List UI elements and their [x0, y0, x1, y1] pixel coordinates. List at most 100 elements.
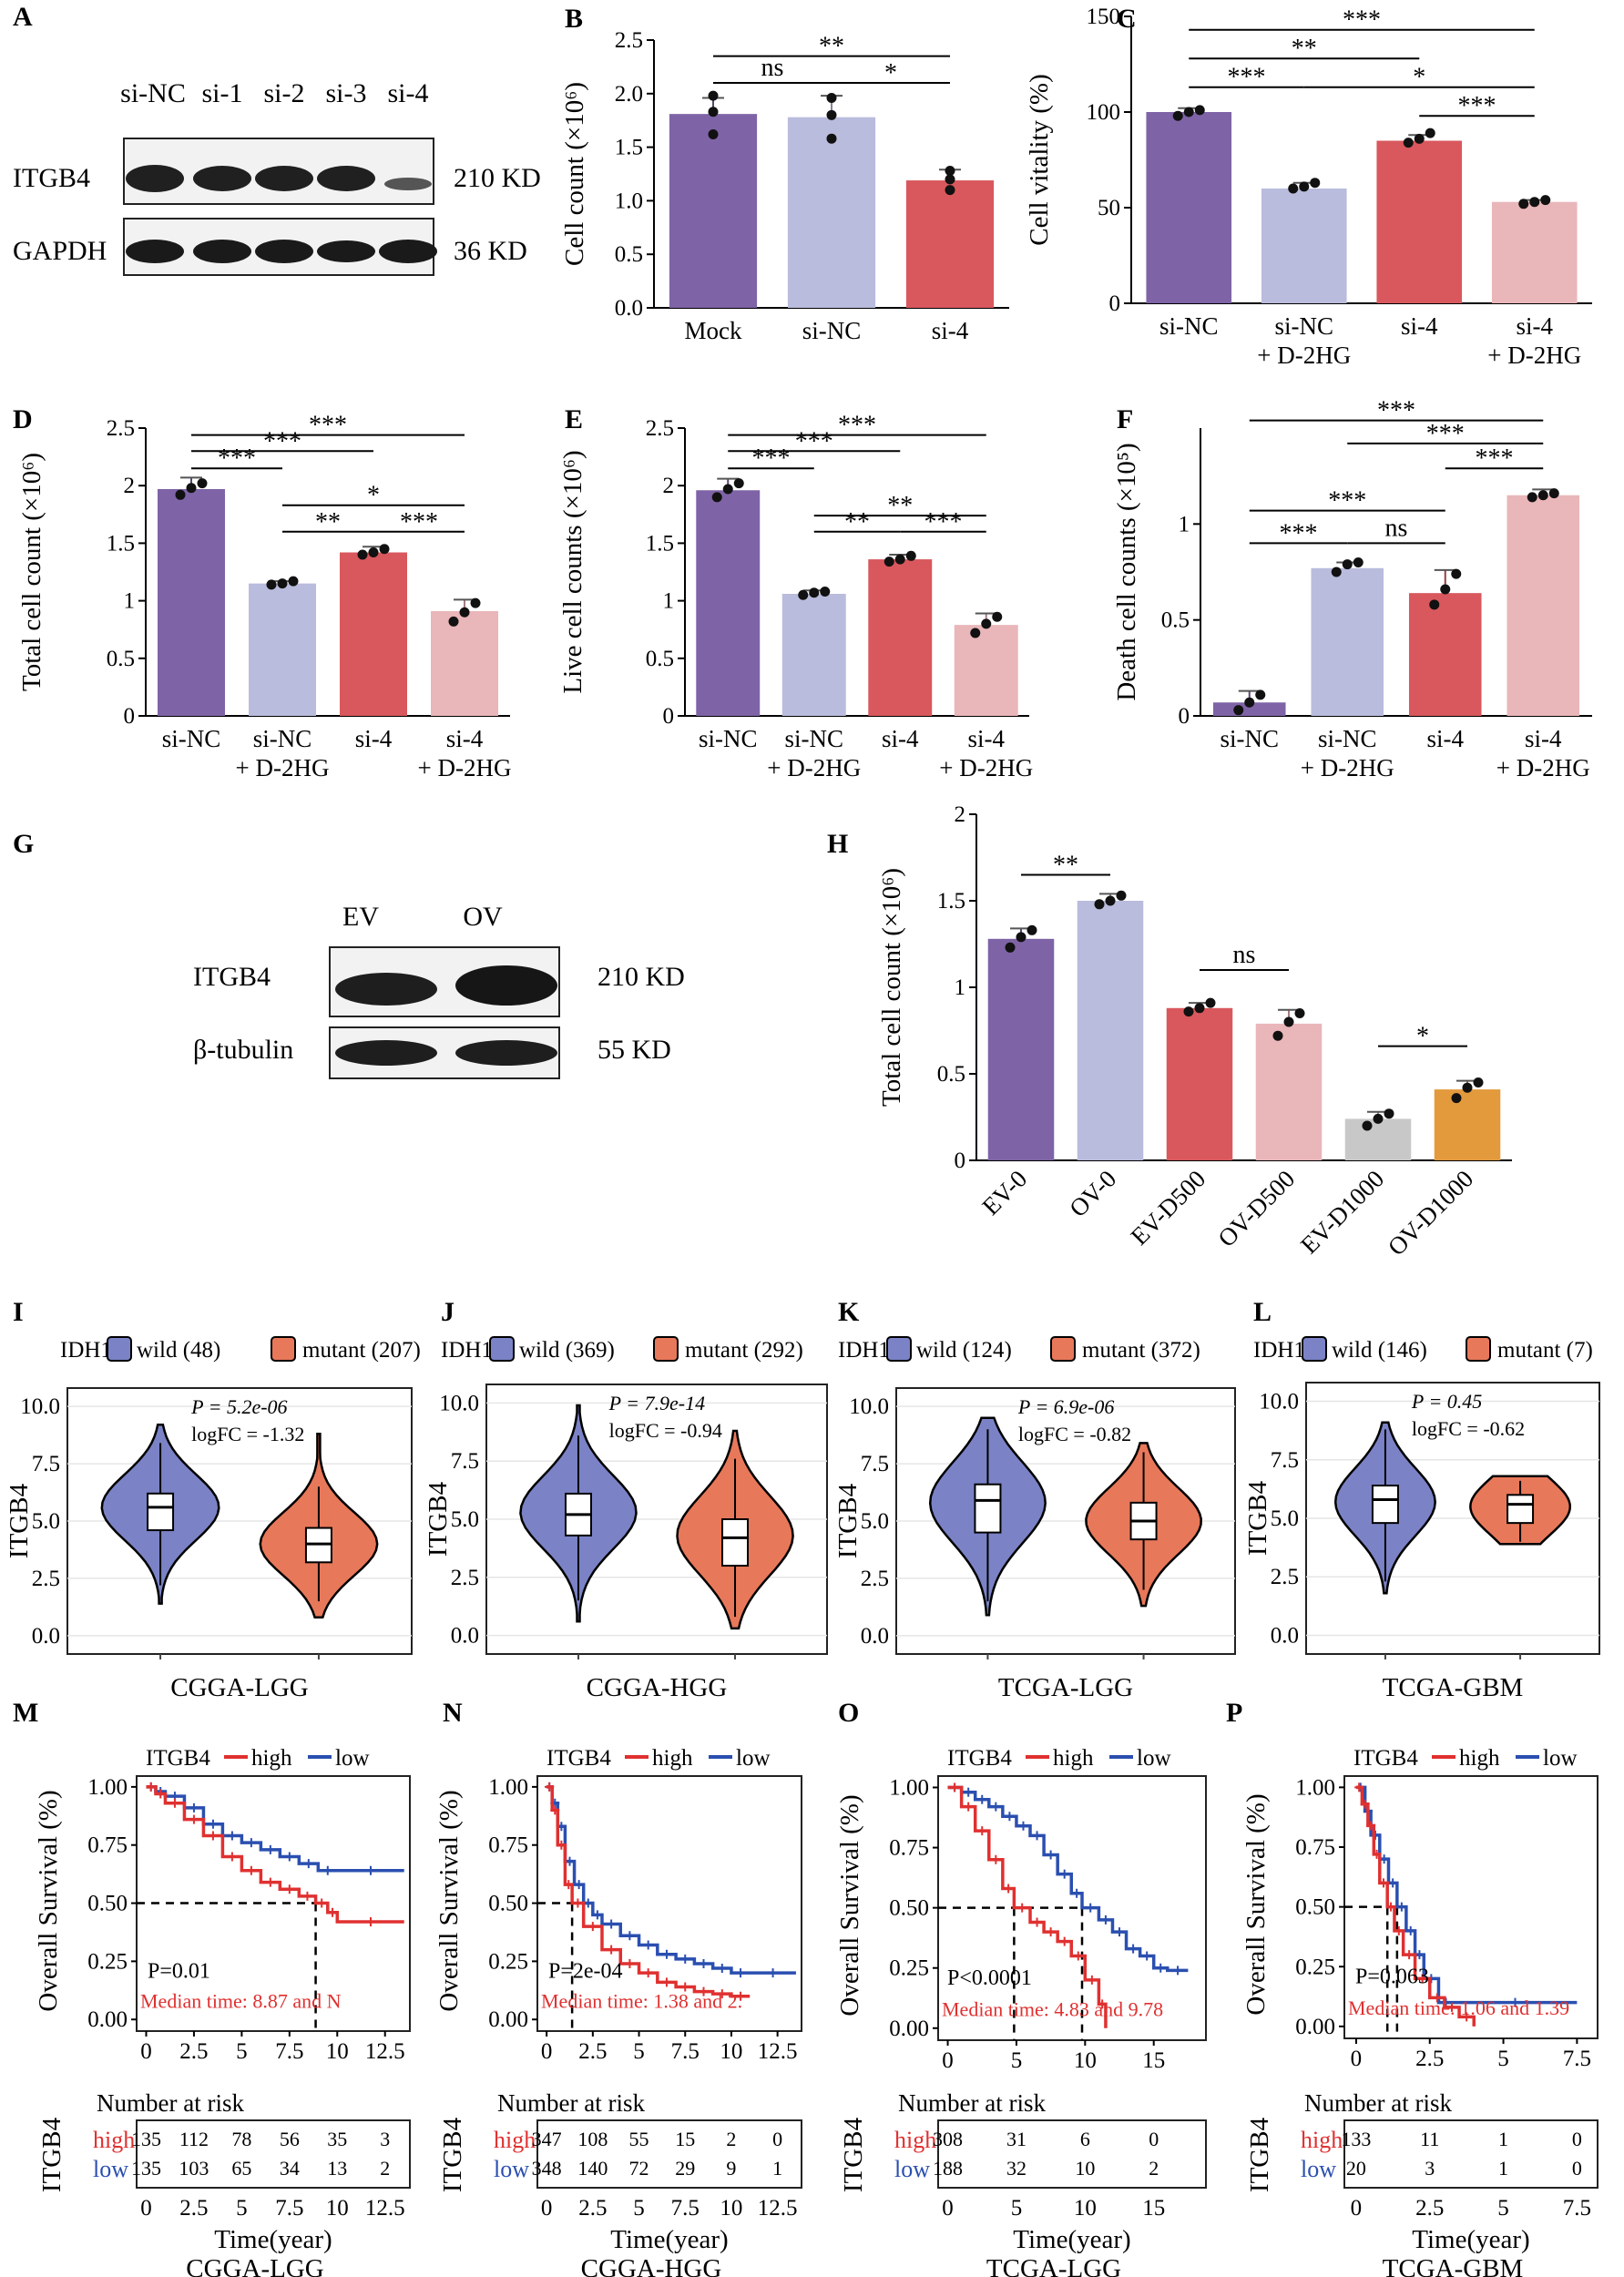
censor-mark [302, 1891, 312, 1901]
y-tick-label: 0.25 [889, 1956, 929, 1981]
censor-mark [717, 1964, 727, 1974]
censor-mark [317, 1898, 327, 1908]
y-tick-label: 0.5 [1161, 608, 1190, 633]
y-tick-label: 0.25 [488, 1949, 528, 1974]
data-point [1310, 178, 1321, 189]
y-tick-label: 2.0 [615, 82, 643, 107]
y-tick-label: 1.00 [1295, 1775, 1335, 1800]
x-tick-label: 15 [1142, 2048, 1165, 2073]
y-tick-label: 10.0 [20, 1394, 60, 1419]
panel-g: G EV OV ITGB4 β-tubulin 210 KD 55 KD [13, 829, 685, 1079]
blot-size-itgb4: 210 KD [598, 962, 685, 992]
risk-x-tick-label: 12.5 [758, 2196, 798, 2221]
bar-1 [1212, 702, 1286, 716]
risk-cell-low: 1 [1498, 2157, 1508, 2180]
bar-1 [158, 488, 225, 716]
p-value: P<0.0001 [947, 1966, 1032, 1990]
data-point [1414, 133, 1425, 144]
blot-size-beta-tubulin: 55 KD [598, 1035, 671, 1065]
censor-mark [1446, 2002, 1456, 2012]
censor-mark [625, 1931, 635, 1941]
censor-mark [1156, 1963, 1166, 1973]
y-tick-label: 0 [955, 1149, 966, 1173]
y-tick-label: 2.5 [107, 416, 135, 441]
censor-mark [365, 1916, 375, 1926]
risk-x-tick-label: 7.5 [275, 2196, 303, 2221]
legend-label-wild: wild (369) [519, 1338, 615, 1363]
censor-mark [1032, 1831, 1042, 1841]
median-time: Median time: 1.06 and 1.39 [1348, 1996, 1569, 2019]
y-tick-label: 0.00 [87, 2007, 128, 2032]
y-tick-label: 2.5 [451, 1566, 479, 1590]
x-tick-label: 10 [720, 2039, 742, 2064]
x-tick-label: 7.5 [1563, 2047, 1591, 2071]
y-tick-label: 10.0 [849, 1394, 889, 1419]
censor-mark [574, 1880, 584, 1890]
y-tick-label: 1 [663, 589, 675, 614]
significance-label: ** [315, 508, 341, 536]
bar-4 [1507, 495, 1580, 716]
x-tick-label: si-4 [1427, 725, 1465, 752]
y-tick-label: 0.5 [615, 242, 643, 267]
x-tick-label: 10 [326, 2039, 349, 2064]
legend-label-wild: wild (124) [916, 1338, 1012, 1363]
censor-mark [284, 1884, 294, 1894]
x-tick-label: si-NC [1159, 312, 1219, 340]
y-tick-label: 5.0 [32, 1509, 60, 1534]
censor-mark [625, 1958, 635, 1968]
data-point [826, 93, 837, 104]
censor-mark [303, 1859, 313, 1869]
data-point [1353, 556, 1364, 567]
legend-label-wild: wild (48) [137, 1338, 220, 1363]
censor-mark [661, 1949, 671, 1959]
legend-label-mutant: mutant (7) [1497, 1338, 1593, 1363]
risk-cell-high: 108 [577, 2128, 608, 2150]
x-tick-label: EV-D500 [1126, 1165, 1211, 1251]
bar-2 [1077, 901, 1144, 1160]
blot-protein-itgb4: ITGB4 [193, 962, 271, 992]
censor-mark [227, 1831, 237, 1841]
censor-mark [1087, 1975, 1097, 1985]
y-axis-label: Total cell count (×10⁶) [17, 453, 46, 691]
y-tick-label: 0.0 [451, 1624, 479, 1649]
data-point [1116, 890, 1127, 901]
data-point [1005, 942, 1016, 953]
censor-mark [1018, 1821, 1028, 1831]
y-tick-label: 2 [124, 474, 136, 498]
y-axis-label: ITGB4 [1243, 1480, 1272, 1556]
legend-swatch-mutant [1466, 1336, 1491, 1362]
legend-label-high: high [652, 1746, 693, 1771]
legend-label-low: low [1137, 1746, 1171, 1771]
censor-mark [964, 1802, 974, 1812]
blot-band [193, 166, 251, 191]
data-point [826, 133, 837, 144]
x-tick-label: si-4 [932, 317, 969, 344]
data-point [1194, 1003, 1205, 1014]
censor-mark [1072, 1888, 1082, 1898]
data-point [905, 550, 916, 561]
data-point [1451, 568, 1462, 579]
y-tick-label: 1.00 [889, 1776, 929, 1801]
significance-label: *** [1228, 64, 1266, 92]
risk-x-tick-label: 10 [1074, 2196, 1097, 2221]
risk-cell-low: 348 [532, 2157, 562, 2180]
y-tick-label: 7.5 [451, 1449, 479, 1474]
risk-cell-high: 31 [1006, 2128, 1026, 2150]
y-axis-label: Live cell counts (×10⁶) [558, 450, 587, 693]
risk-cell-low: 0 [1572, 2157, 1582, 2180]
risk-cell-high: 347 [532, 2128, 562, 2150]
y-tick-label: 0.75 [87, 1833, 128, 1858]
y-tick-label: 0.00 [889, 2017, 929, 2041]
panel-letter-a: A [13, 2, 33, 32]
y-tick-label: 1.5 [107, 531, 135, 556]
x-tick-label: si-4 + D-2HG [1487, 312, 1581, 369]
censor-mark [1086, 1903, 1096, 1913]
blot-protein-beta-tubulin: β-tubulin [193, 1035, 293, 1065]
risk-table [937, 2119, 1207, 2189]
x-tick-label: si-NC [162, 725, 221, 752]
logfc-value: logFC = -0.94 [609, 1419, 722, 1442]
panel-h: H 0 0.5 1 1.5 2 Total cell count (×10⁶) EV-0 OV-… [827, 802, 1512, 1261]
x-tick-label: 5 [236, 2039, 248, 2064]
risk-x-tick-label: 0 [541, 2196, 553, 2221]
